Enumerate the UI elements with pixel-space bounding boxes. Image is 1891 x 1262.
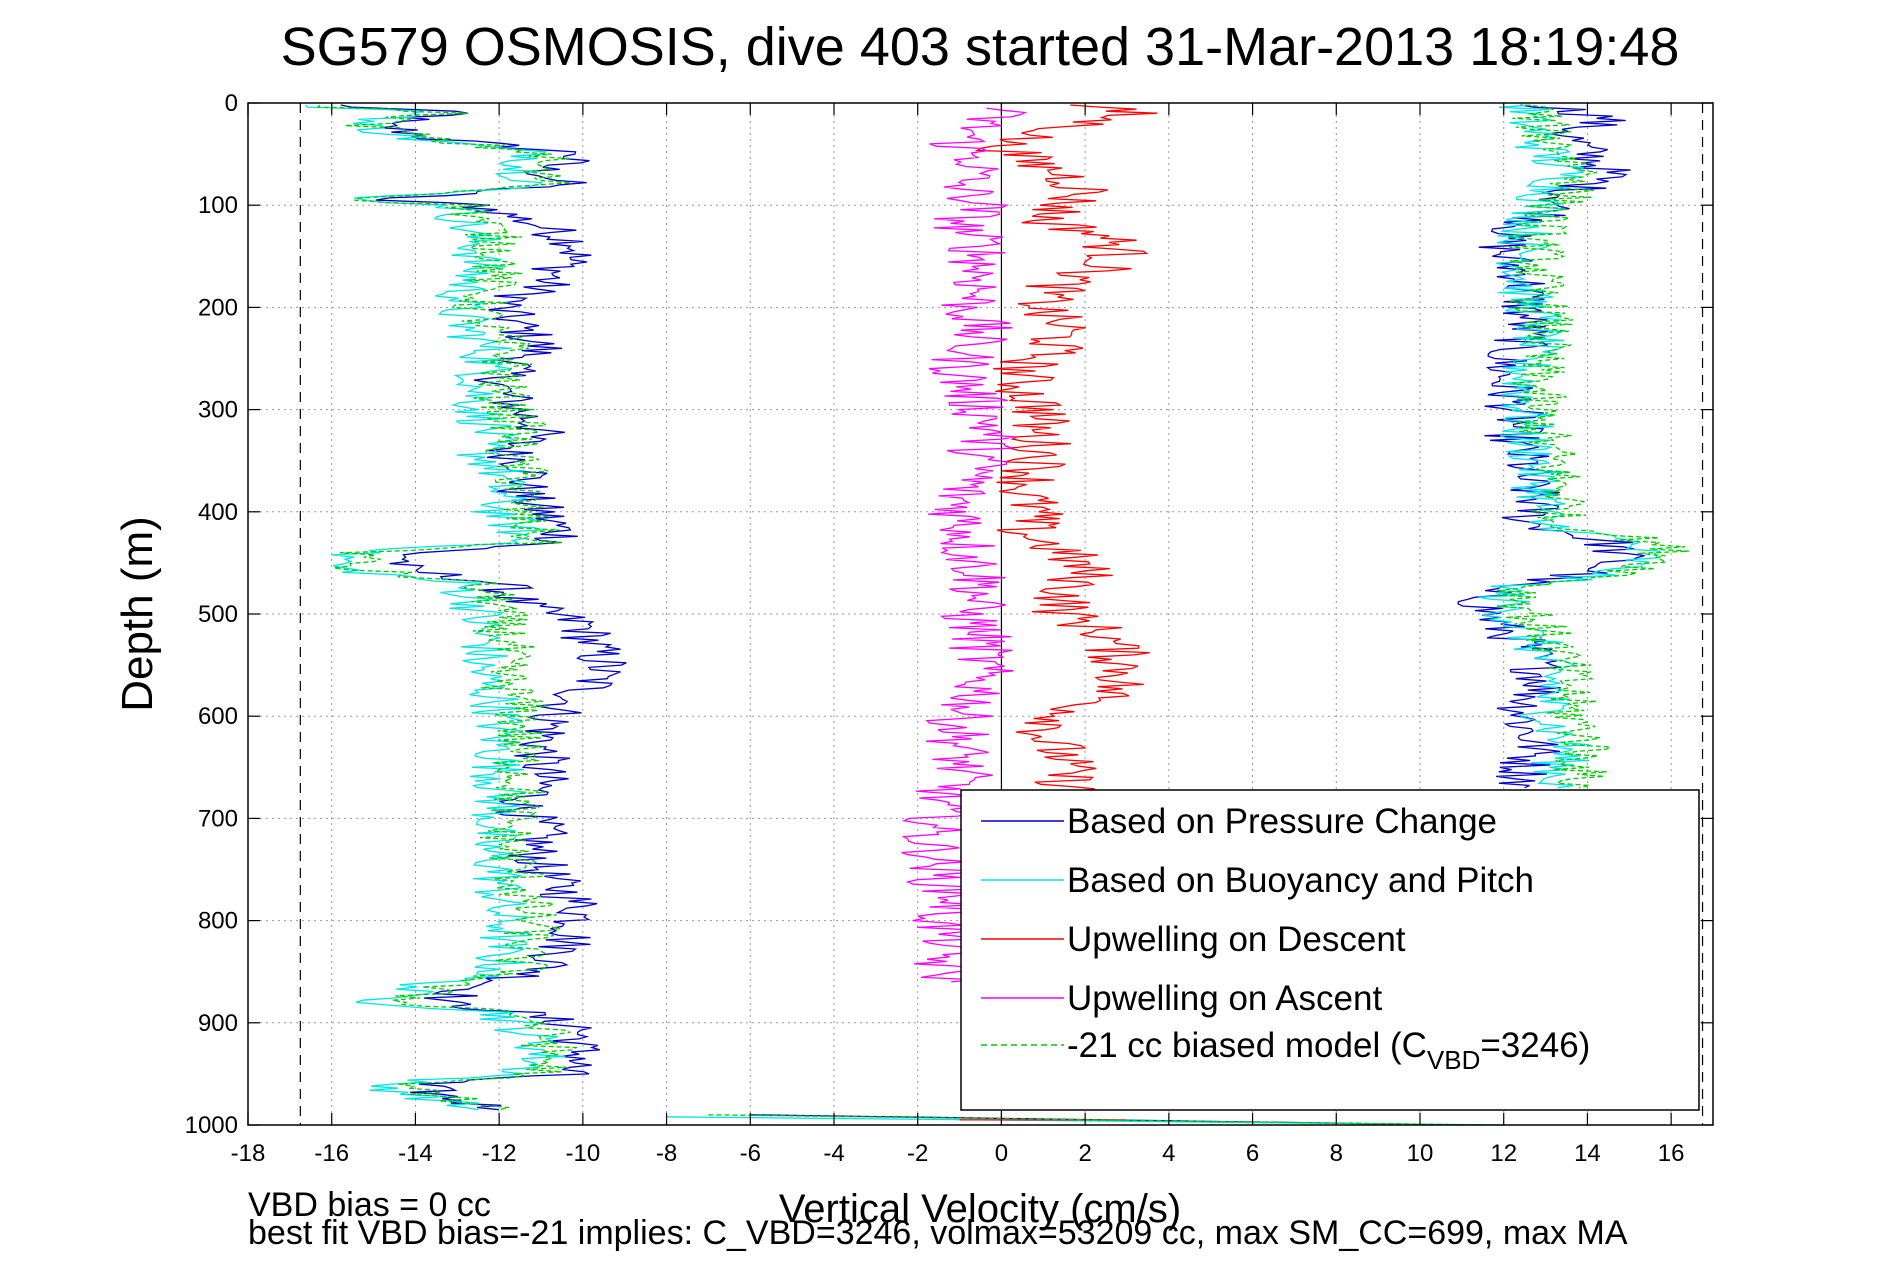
legend-label: Upwelling on Descent bbox=[1067, 920, 1406, 959]
series-lines bbox=[305, 104, 1689, 1126]
series-line bbox=[974, 104, 1158, 799]
y-tick-label: 900 bbox=[198, 1010, 238, 1037]
x-tick-label: -10 bbox=[566, 1140, 601, 1167]
x-axis: -18 -16 -14 -12 -10 -8 -6 -4 -2 0 2 4 6 8 10 12 14 16 bbox=[231, 103, 1685, 1167]
legend-label: Upwelling on Ascent bbox=[1067, 979, 1382, 1018]
x-tick-label: -6 bbox=[740, 1140, 761, 1167]
x-tick-label: 2 bbox=[1078, 1140, 1091, 1167]
chart-title: SG579 OSMOSIS, dive 403 started 31-Mar-2… bbox=[281, 17, 1680, 77]
y-tick-label: 100 bbox=[198, 192, 238, 219]
y-tick-label: 500 bbox=[198, 601, 238, 628]
y-axis-label: Depth (m) bbox=[113, 516, 162, 712]
y-tick-label: 0 bbox=[225, 90, 238, 117]
x-tick-label: -4 bbox=[823, 1140, 844, 1167]
y-tick-label: 1000 bbox=[185, 1112, 238, 1139]
legend-label: -21 cc biased model (CVBD=3246) bbox=[1067, 1026, 1590, 1075]
legend-label: Based on Pressure Change bbox=[1067, 802, 1497, 841]
x-tick-label: 8 bbox=[1330, 1140, 1343, 1167]
x-tick-label: 16 bbox=[1658, 1140, 1685, 1167]
x-tick-label: -8 bbox=[656, 1140, 677, 1167]
x-tick-label: -18 bbox=[231, 1140, 266, 1167]
x-axis-label: Vertical Velocity (cm/s) bbox=[779, 1187, 1181, 1231]
x-tick-label: 4 bbox=[1162, 1140, 1175, 1167]
series-line bbox=[316, 104, 579, 1111]
x-tick-label: -2 bbox=[907, 1140, 928, 1167]
x-tick-label: 0 bbox=[995, 1140, 1008, 1167]
x-tick-label: 10 bbox=[1407, 1140, 1434, 1167]
series-line bbox=[1496, 104, 1689, 789]
y-tick-label: 400 bbox=[198, 499, 238, 526]
footer-line-2: best fit VBD bias=-21 implies: C_VBD=324… bbox=[248, 1214, 1628, 1252]
legend-label: Based on Buoyancy and Pitch bbox=[1067, 861, 1534, 900]
series-line bbox=[1478, 104, 1661, 789]
x-tick-label: -16 bbox=[314, 1140, 349, 1167]
series-line bbox=[305, 104, 566, 1111]
series-line bbox=[1457, 104, 1645, 789]
y-tick-label: 800 bbox=[198, 908, 238, 935]
y-tick-label: 600 bbox=[198, 703, 238, 730]
legend: Based on Pressure Change Based on Buoyanc… bbox=[960, 789, 1700, 1111]
footer-line-1: VBD bias = 0 cc bbox=[248, 1186, 491, 1224]
series-line bbox=[708, 1114, 1483, 1126]
y-tick-label: 300 bbox=[198, 397, 238, 424]
y-axis: 0 100 200 300 400 500 600 700 800 900 1000 bbox=[185, 90, 1713, 1139]
x-tick-label: 14 bbox=[1574, 1140, 1601, 1167]
x-tick-label: 12 bbox=[1490, 1140, 1517, 1167]
series-line bbox=[340, 104, 627, 1111]
legend-box bbox=[960, 789, 1700, 1111]
series-line bbox=[901, 107, 1028, 983]
y-tick-label: 700 bbox=[198, 805, 238, 832]
x-tick-label: -14 bbox=[398, 1140, 433, 1167]
x-tick-label: 6 bbox=[1246, 1140, 1259, 1167]
x-tick-label: -12 bbox=[482, 1140, 517, 1167]
y-tick-label: 200 bbox=[198, 294, 238, 321]
